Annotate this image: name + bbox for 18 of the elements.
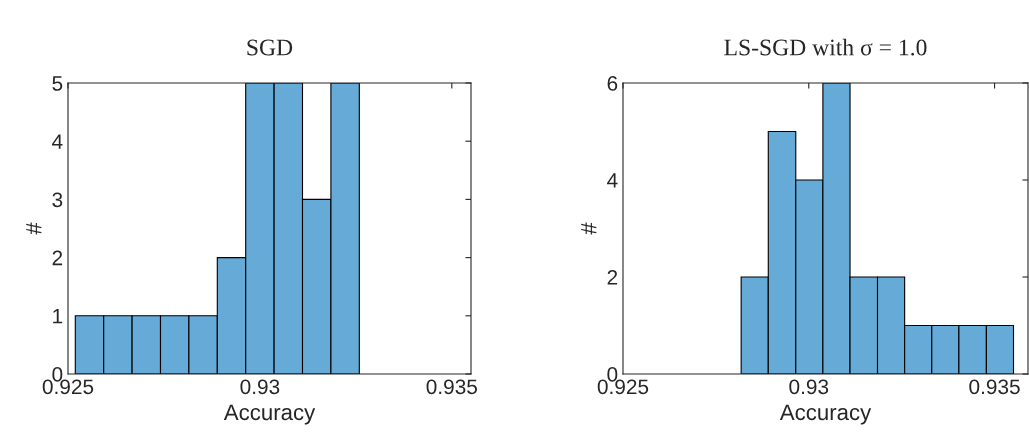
x-tick-label: 0.93	[789, 379, 829, 395]
y-tick-label: 4	[52, 134, 63, 149]
x-tick-label: 0.935	[969, 379, 1020, 395]
y-tick-label: 1	[53, 309, 63, 324]
y-tick-label: 2	[52, 250, 63, 266]
y-axis-title: #	[26, 222, 42, 235]
y-tick-label: 2	[607, 270, 618, 285]
chart-title: SGD	[247, 39, 293, 56]
y-tick-label: 6	[607, 76, 618, 91]
y-tick-label: 4	[607, 173, 618, 188]
x-tick-label: 0.935	[426, 379, 478, 395]
chart-title: LS-SGD with σ = 1.0	[724, 38, 927, 56]
y-tick-label: 3	[52, 192, 63, 208]
y-tick-label: 5	[52, 76, 63, 91]
y-axis-title: #	[581, 222, 597, 235]
x-axis-title: Accuracy	[779, 404, 872, 425]
x-axis-title: Accuracy	[223, 404, 316, 425]
x-tick-label: 0.93	[240, 379, 280, 395]
